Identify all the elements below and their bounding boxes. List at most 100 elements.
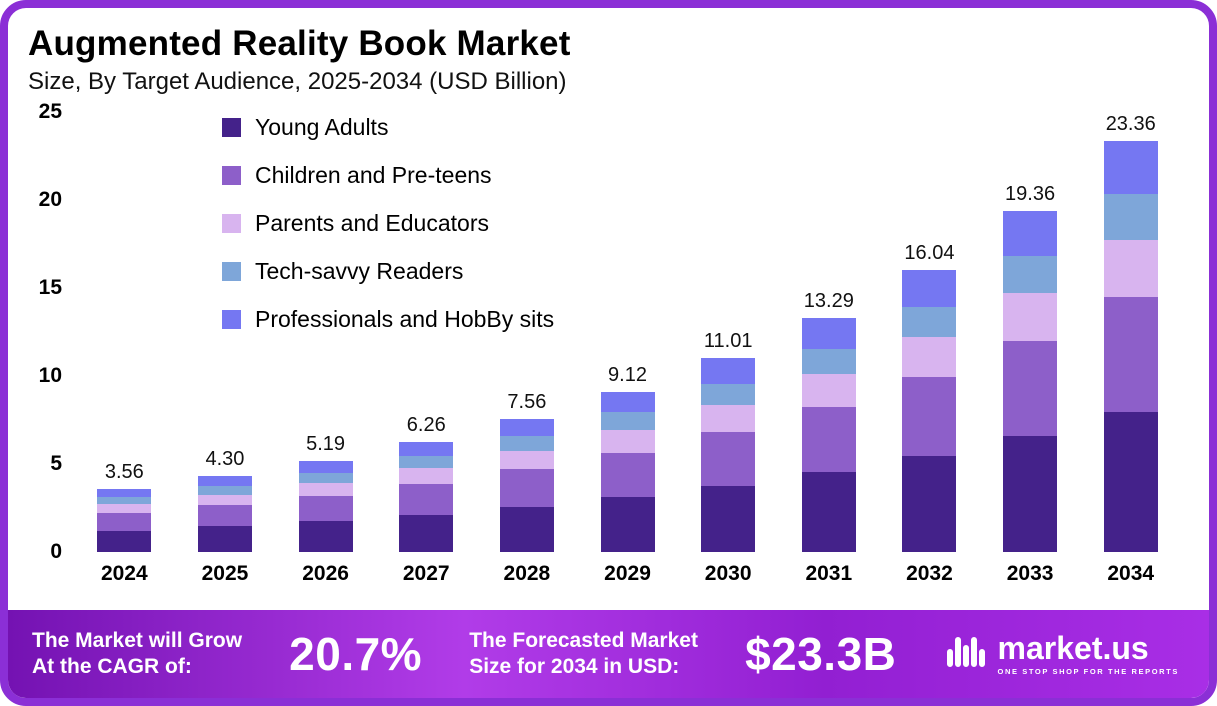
bar-segment	[902, 377, 957, 457]
legend-item: Tech-savvy Readers	[222, 258, 554, 285]
bar-stack	[902, 269, 957, 552]
bar-stack	[97, 489, 152, 552]
x-axis-label: 2030	[704, 562, 752, 585]
chart: 0 5 10 15 20 25 Young Adults Children and Pre-…	[8, 100, 1209, 586]
x-axis-label: 2025	[201, 562, 249, 585]
plot-area: Young Adults Children and Pre-teens Parent…	[74, 112, 1181, 552]
bar-segment	[499, 419, 554, 437]
legend-swatch-icon	[222, 262, 241, 281]
legend-label: Young Adults	[255, 114, 389, 140]
brand-name: market.us	[997, 630, 1149, 666]
bar-2024: 3.56	[74, 461, 175, 552]
bar-segment	[298, 521, 353, 552]
bar-segment	[1003, 211, 1058, 256]
bar-segment	[600, 497, 655, 552]
bar-segment	[801, 472, 856, 552]
bar-2027: 6.26	[376, 414, 477, 552]
x-axis-label: 2033	[1006, 562, 1054, 585]
bar-segment	[701, 404, 756, 432]
legend-label: Tech-savvy Readers	[255, 258, 464, 284]
bar-segment	[600, 452, 655, 498]
bar-segment	[801, 374, 856, 407]
bar-segment	[600, 430, 655, 453]
bar-segment	[499, 450, 554, 470]
bar-segment	[197, 526, 252, 552]
y-axis-tick: 5	[50, 452, 62, 475]
x-axis-label: 2032	[906, 562, 953, 585]
bar-2031: 13.29	[778, 290, 879, 552]
bar-segment	[499, 469, 554, 507]
bar-segment	[197, 505, 252, 527]
bar-segment	[197, 476, 252, 487]
bar-segment	[600, 412, 655, 431]
x-axis-label: 2026	[302, 562, 349, 585]
bar-segment	[1003, 436, 1058, 552]
bar-total-label: 13.29	[803, 290, 854, 313]
x-axis-label: 2028	[503, 562, 551, 585]
legend-swatch-icon	[222, 214, 241, 233]
legend-item: Young Adults	[222, 114, 554, 141]
bar-segment	[499, 436, 554, 451]
bar-segment	[499, 506, 554, 552]
bar-segment	[1103, 140, 1158, 195]
bar-2032: 16.04	[879, 242, 980, 552]
bar-segment	[197, 486, 252, 495]
bar-stack	[399, 441, 454, 552]
header: Augmented Reality Book Market Size, By T…	[8, 8, 1209, 96]
bar-total-label: 4.30	[205, 448, 245, 471]
legend: Young Adults Children and Pre-teens Parent…	[222, 114, 554, 354]
bar-segment	[298, 472, 353, 483]
bar-segment	[97, 513, 152, 531]
bar-2033: 19.36	[980, 183, 1081, 552]
bar-2028: 7.56	[477, 391, 578, 552]
bar-stack	[600, 391, 655, 552]
x-axis-label: 2029	[604, 562, 651, 585]
bar-stack	[499, 419, 554, 552]
bar-segment	[600, 391, 655, 413]
bar-segment	[399, 441, 454, 457]
bar-segment	[1003, 255, 1058, 294]
forecast-label: The Forecasted Market Size for 2034 in U…	[469, 628, 698, 678]
x-axis-label: 2034	[1107, 562, 1155, 585]
bar-total-label: 19.36	[1005, 183, 1056, 206]
bar-segment	[801, 348, 856, 375]
legend-swatch-icon	[222, 310, 241, 329]
x-axis-label: 2024	[100, 562, 148, 585]
bar-segment	[902, 337, 957, 378]
cagr-value: 20.7%	[289, 628, 423, 680]
bar-segment	[298, 482, 353, 496]
bar-segment	[801, 318, 856, 349]
y-axis-tick: 20	[38, 188, 62, 211]
page-title: Augmented Reality Book Market	[28, 24, 571, 63]
legend-label: Parents and Educators	[255, 210, 489, 236]
bar-total-label: 3.56	[104, 461, 144, 484]
bar-segment	[801, 406, 856, 473]
bar-segment	[902, 306, 957, 338]
bar-total-label: 23.36	[1105, 112, 1156, 135]
bar-stack	[197, 476, 252, 552]
bar-segment	[1003, 340, 1058, 437]
bar-segment	[399, 483, 454, 515]
bar-segment	[97, 530, 152, 552]
legend-label: Professionals and HobBy sits	[255, 306, 555, 332]
page-subtitle: Size, By Target Audience, 2025-2034 (USD…	[28, 68, 567, 95]
bar-stack	[801, 318, 856, 552]
y-axis-tick: 25	[38, 100, 62, 123]
bar-stack	[298, 460, 353, 552]
y-axis-tick: 15	[38, 276, 62, 299]
bar-segment	[399, 456, 454, 469]
bar-segment	[298, 460, 353, 473]
plot-wrap: Young Adults Children and Pre-teens Parent…	[74, 112, 1181, 586]
y-axis: 0 5 10 15 20 25	[16, 100, 74, 563]
bar-segment	[701, 431, 756, 487]
bar-segment	[701, 486, 756, 552]
bar-segment	[298, 495, 353, 522]
bar-segment	[97, 489, 152, 498]
brand: market.us ONE STOP SHOP FOR THE REPORTS	[944, 632, 1179, 677]
cagr-label: The Market will Grow At the CAGR of:	[32, 628, 243, 678]
brand-tagline: ONE STOP SHOP FOR THE REPORTS	[997, 667, 1179, 676]
legend-item: Professionals and HobBy sits	[222, 306, 554, 333]
bar-2030: 11.01	[678, 330, 779, 552]
y-axis-tick: 0	[50, 540, 62, 563]
